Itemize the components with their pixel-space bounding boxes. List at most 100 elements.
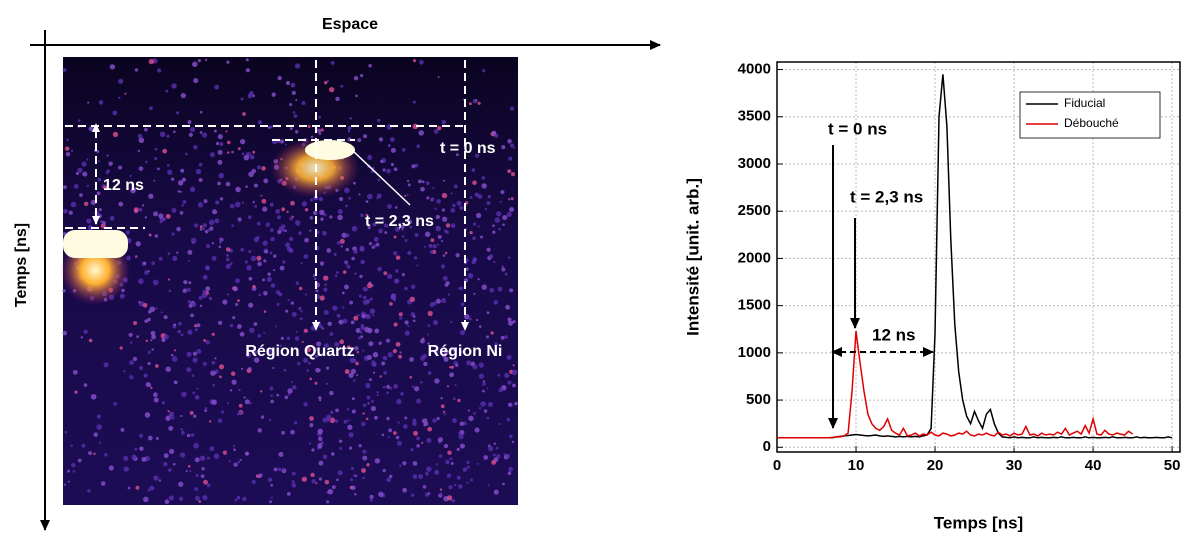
speckle [143, 373, 148, 378]
speckle [350, 466, 354, 471]
speckle [376, 393, 379, 397]
speckle [476, 212, 482, 219]
speckle [465, 267, 469, 271]
speckle [468, 102, 472, 106]
speckle [348, 446, 353, 450]
speckle [356, 313, 360, 317]
annotation: t = 2,3 ns [850, 187, 923, 206]
speckle [179, 190, 183, 193]
speckle [342, 306, 345, 309]
speckle [505, 453, 511, 459]
speckle [301, 340, 304, 344]
speckle [478, 362, 484, 368]
speckle [148, 193, 154, 199]
speckle [460, 302, 465, 307]
speckle [327, 321, 332, 327]
speckle [436, 416, 440, 421]
speckle [287, 393, 291, 396]
speckle [317, 436, 323, 442]
speckle [442, 254, 446, 257]
speckle [192, 61, 198, 68]
speckle [228, 460, 231, 463]
speckle [196, 348, 202, 354]
speckle [70, 444, 73, 447]
speckle [450, 320, 453, 324]
speckle [288, 236, 294, 242]
speckle [252, 284, 256, 289]
speckle [253, 350, 257, 354]
speckle [154, 156, 158, 161]
speckle [98, 208, 102, 212]
speckle [249, 91, 254, 96]
speckle [214, 218, 220, 224]
speckle [507, 169, 512, 174]
speckle [174, 349, 177, 352]
speckle [503, 452, 506, 455]
speckle [443, 349, 449, 355]
speckle [414, 386, 420, 392]
speckle [272, 366, 275, 370]
speckle [418, 130, 424, 136]
speckle [407, 250, 412, 256]
speckle [251, 479, 256, 485]
speckle [354, 493, 357, 496]
speckle [483, 409, 488, 413]
speckle [165, 213, 171, 219]
speckle [351, 397, 355, 401]
speckle [350, 320, 355, 325]
speckle [457, 398, 461, 403]
speckle [507, 320, 514, 326]
speckle [443, 412, 447, 416]
speckle [247, 215, 252, 219]
speckle [245, 452, 249, 456]
speckle [365, 213, 368, 217]
speckle [264, 249, 268, 254]
speckle [202, 289, 207, 294]
speckle [180, 430, 185, 435]
speckle [401, 147, 406, 152]
speckle [318, 396, 322, 400]
speckle [186, 287, 191, 292]
speckle [277, 75, 282, 81]
speckle [234, 498, 238, 502]
speckle [322, 417, 328, 423]
speckle [510, 106, 515, 111]
speckle [149, 306, 156, 312]
speckle [236, 495, 241, 500]
speckle [367, 155, 373, 161]
speckle [201, 467, 205, 471]
speckle [98, 160, 101, 163]
speckle [229, 389, 233, 392]
speckle [188, 132, 193, 137]
speckle [301, 201, 307, 207]
speckle [189, 470, 192, 473]
speckle [423, 245, 427, 248]
speckle [512, 320, 516, 324]
speckle [260, 415, 265, 419]
speckle [217, 159, 223, 165]
speckle [477, 278, 480, 281]
speckle [271, 92, 276, 97]
speckle [430, 197, 435, 202]
speckle [163, 453, 169, 459]
y-tick-label: 0 [763, 438, 771, 455]
speckle [393, 322, 398, 327]
speckle [113, 401, 118, 406]
speckle [307, 361, 311, 365]
speckle [482, 69, 486, 73]
image-background [63, 57, 518, 505]
speckle [477, 225, 480, 228]
speckle [322, 230, 327, 236]
speckle [187, 119, 192, 125]
speckle [217, 134, 223, 140]
speckle [277, 140, 281, 144]
speckle [332, 485, 336, 489]
speckle [63, 208, 68, 214]
speckle [393, 251, 398, 256]
speckle [303, 358, 308, 363]
speckle [387, 352, 393, 358]
speckle [226, 60, 230, 64]
speckle [412, 100, 416, 104]
speckle [447, 495, 453, 501]
speckle [93, 452, 96, 456]
